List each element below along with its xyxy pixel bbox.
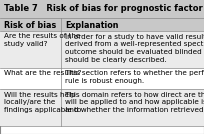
Text: This section refers to whether the performance 
rule is robust enough.: This section refers to whether the perfo…	[65, 70, 204, 84]
Text: Are the results of the
study valid?: Are the results of the study valid?	[4, 34, 80, 47]
Text: In order for a study to have valid results, it sho
derived from a well-represent: In order for a study to have valid resul…	[65, 34, 204, 63]
Bar	[0, 68, 204, 89]
Bar	[0, 0, 204, 18]
Bar	[0, 89, 204, 126]
Text: This domain refers to how direct are the finding
will be applied to and how appl: This domain refers to how direct are the…	[65, 92, 204, 113]
Bar	[0, 31, 204, 68]
Bar	[0, 18, 204, 31]
Text: Table 7   Risk of bias for prognostic factor studies: Table 7 Risk of bias for prognostic fact…	[4, 4, 204, 13]
Text: Risk of bias: Risk of bias	[4, 21, 56, 30]
Text: What are the results?: What are the results?	[4, 70, 82, 76]
Text: Explanation: Explanation	[65, 21, 119, 30]
Text: Will the results help
locally/are the
findings applicable to: Will the results help locally/are the fi…	[4, 92, 81, 113]
